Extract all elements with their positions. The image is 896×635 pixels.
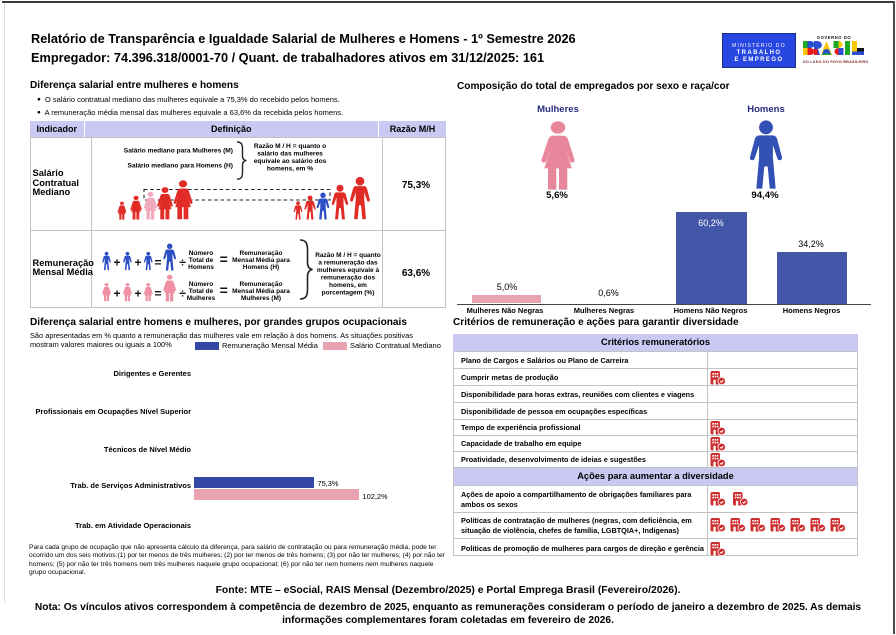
svg-text:+: +	[113, 256, 120, 270]
svg-text:Mulheres (M): Mulheres (M)	[241, 295, 281, 302]
svg-text:Salário mediano para Mulheres: Salário mediano para Mulheres (M)	[124, 148, 233, 155]
svg-text:Remuneração: Remuneração	[240, 281, 283, 288]
svg-text:+: +	[113, 287, 120, 301]
svg-text:=: =	[220, 282, 228, 298]
svg-text:÷: ÷	[179, 287, 186, 301]
svg-text:Remuneração: Remuneração	[240, 250, 283, 257]
svg-text:equivale ao salário dos: equivale ao salário dos	[254, 158, 327, 165]
svg-text:Total de: Total de	[189, 257, 214, 264]
svg-text:+: +	[134, 256, 141, 270]
svg-text:÷: ÷	[179, 256, 186, 270]
svg-text:homens, em %: homens, em %	[267, 166, 313, 173]
svg-text:remuneração dos: remuneração dos	[321, 275, 376, 282]
svg-text:Total de: Total de	[189, 288, 214, 295]
svg-text:salário das mulheres: salário das mulheres	[257, 151, 323, 158]
svg-text:Número: Número	[189, 281, 214, 288]
svg-text:Razão M / H = quanto o: Razão M / H = quanto o	[254, 143, 326, 150]
svg-text:Número: Número	[189, 250, 214, 257]
svg-text:a remuneração das: a remuneração das	[318, 260, 378, 267]
svg-text:+: +	[134, 287, 141, 301]
svg-text:Mensal Média para: Mensal Média para	[232, 288, 290, 295]
svg-text:=: =	[154, 256, 161, 270]
svg-text:porcentagem (%): porcentagem (%)	[322, 290, 375, 297]
svg-text:Mulheres: Mulheres	[187, 295, 216, 302]
svg-text:Salário mediano para Homens (H: Salário mediano para Homens (H)	[127, 163, 233, 170]
svg-text:mulheres equivale à: mulheres equivale à	[317, 267, 380, 274]
svg-text:=: =	[220, 251, 228, 267]
svg-text:Homens (H): Homens (H)	[243, 264, 279, 271]
svg-text:Homens: Homens	[188, 264, 214, 271]
svg-text:homens, em: homens, em	[329, 282, 367, 289]
svg-text:Razão M / H = quanto: Razão M / H = quanto	[315, 252, 381, 259]
svg-text:=: =	[154, 287, 161, 301]
svg-text:Mensal Média para: Mensal Média para	[232, 257, 290, 264]
